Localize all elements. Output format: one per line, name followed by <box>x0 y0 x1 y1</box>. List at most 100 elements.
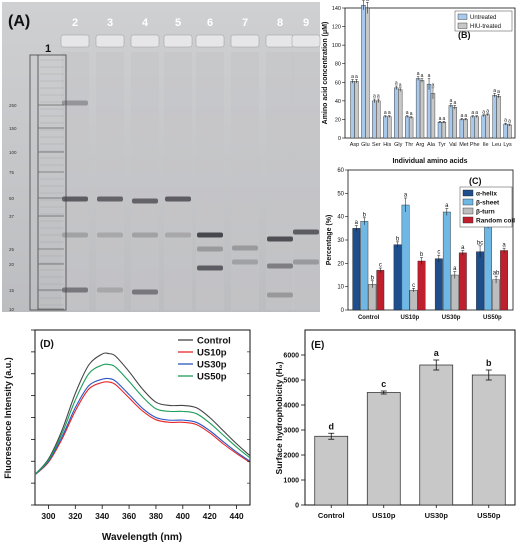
sig-letter-b: a <box>395 81 398 87</box>
x-tick-label-b: Met <box>459 142 469 148</box>
y-tick-label-e: 6000 <box>283 353 299 360</box>
x-tick-label-e: US10p <box>372 511 396 520</box>
legend-swatch-c <box>462 207 474 215</box>
x-tick-label-c: US10p <box>401 315 420 321</box>
y-tick-label-e: 1000 <box>283 478 299 485</box>
sig-letter-e: a <box>434 348 440 358</box>
sig-letter-b: a <box>504 118 507 124</box>
bar-c-control <box>360 221 369 311</box>
lane-label-3: 3 <box>107 17 113 29</box>
sig-letter-b: a <box>508 119 511 125</box>
bar-untreated-arg <box>415 78 421 139</box>
bar-c-us30p <box>434 258 443 311</box>
lane-label-7: 7 <box>242 17 248 29</box>
bar-hiu-treated-arg <box>419 80 425 139</box>
x-tick-label-c: Control <box>358 315 380 321</box>
bar-untreated-ser <box>372 100 377 139</box>
x-tick-label-b: Arg <box>416 142 425 148</box>
lane-label-1: 1 <box>45 43 51 55</box>
lane-2 <box>61 52 89 310</box>
x-tick-label-b: Val <box>449 142 457 148</box>
sig-letter-b: a <box>453 100 456 106</box>
sig-letter-b: a <box>388 110 391 116</box>
gel-band <box>97 232 123 238</box>
sig-letter-b: a <box>384 110 387 116</box>
legend-label-c: Random coil <box>476 218 515 225</box>
sig-letter-b: a <box>439 116 442 122</box>
sig-letter-c: b <box>420 252 424 258</box>
bar-untreated-lys <box>503 123 508 139</box>
gel-band <box>293 229 319 235</box>
x-tick-label-b: Asp <box>350 142 359 148</box>
y-tick-label-b: 80 <box>335 62 341 68</box>
x-tick-label-d: 300 <box>41 511 55 521</box>
x-tick-label-c: US30p <box>442 315 461 321</box>
ladder-frame <box>29 54 67 311</box>
bar-c-us50p <box>484 223 492 311</box>
gel-band <box>197 232 223 238</box>
legend-swatch-b <box>457 13 468 20</box>
marker-label-10: 10 <box>9 307 15 312</box>
y-tick-label-e: 5000 <box>283 378 299 385</box>
lane-label-2: 2 <box>72 17 78 29</box>
marker-label-150: 150 <box>9 126 17 131</box>
line-us50p <box>34 363 251 475</box>
sig-letter-c: bc <box>477 240 483 246</box>
lane-9 <box>292 52 320 310</box>
x-tick-label-d: 380 <box>149 511 163 521</box>
sig-letter-b: a <box>482 109 485 115</box>
panel-label-e: (E) <box>311 340 324 351</box>
x-tick-label-d: 340 <box>95 511 109 521</box>
gel-band <box>267 263 293 269</box>
y-tick-label-c: 30 <box>337 238 344 244</box>
bar-hiu-treated-gly <box>398 89 403 139</box>
panel-b-amino-acids: aaaaaaaaaaaaaaaaaaaaaaaaaaaaaa 020406080… <box>322 0 516 165</box>
y-tick-label-c: 60 <box>337 168 344 174</box>
x-tick-label-e: US30p <box>425 511 449 520</box>
sig-letter-b: a <box>471 110 474 116</box>
legend-swatch-c <box>462 216 474 224</box>
lane-5 <box>164 52 192 310</box>
sig-letter-b: a <box>417 71 420 77</box>
bar-hiu-treated-ile <box>485 114 490 139</box>
gel-band <box>132 289 158 295</box>
sig-letter-e: c <box>381 379 386 389</box>
sig-letter-b: a <box>486 108 489 114</box>
gel-band <box>62 232 88 238</box>
sig-letter-e: d <box>329 421 335 431</box>
gel-band <box>293 259 319 265</box>
x-tick-label-b: Ala <box>427 142 436 148</box>
panel-label-c: (C) <box>469 176 482 186</box>
x-tick-label-c: US50p <box>483 315 502 321</box>
x-axis-label-b: Individual amino acids <box>392 158 467 165</box>
y-tick-label-c: 40 <box>337 215 344 221</box>
panel-e-hydrophobicity: d c a b 0 1000 2000 3000 4000 5000 6000 Control US1… <box>274 329 516 520</box>
bar-e-control <box>314 435 349 506</box>
gel-band <box>267 236 293 242</box>
bar-untreated-ile <box>481 115 486 139</box>
panel-label-b: (B) <box>458 30 471 40</box>
gel-band <box>62 196 88 202</box>
bar-c-us10p <box>417 260 426 311</box>
gel-band <box>232 259 258 265</box>
legend-swatch-b <box>457 22 468 29</box>
legend-label-d: Control <box>197 336 231 347</box>
bar-untreated-thr <box>404 116 410 139</box>
y-tick-label-b: 120 <box>332 25 341 31</box>
bar-c-us30p <box>450 274 459 311</box>
sig-letter-c: b <box>371 275 375 281</box>
x-tick-label-d: 420 <box>203 511 217 521</box>
x-tick-label-b: Ser <box>372 142 381 148</box>
sig-letter-b: a <box>443 116 446 122</box>
legend-label-c: α-helix <box>476 191 497 198</box>
bar-untreated-leu <box>492 95 497 139</box>
x-tick-label-b: Glu <box>361 142 370 148</box>
legend-label-c: β-turn <box>476 209 495 216</box>
bar-untreated-glu <box>361 5 366 139</box>
sig-letter-c: a <box>453 266 457 272</box>
bar-hiu-treated-his <box>387 116 392 139</box>
sig-letter-b: a <box>366 0 369 3</box>
bar-c-us30p <box>458 252 467 311</box>
bar-e-us30p <box>419 364 454 506</box>
